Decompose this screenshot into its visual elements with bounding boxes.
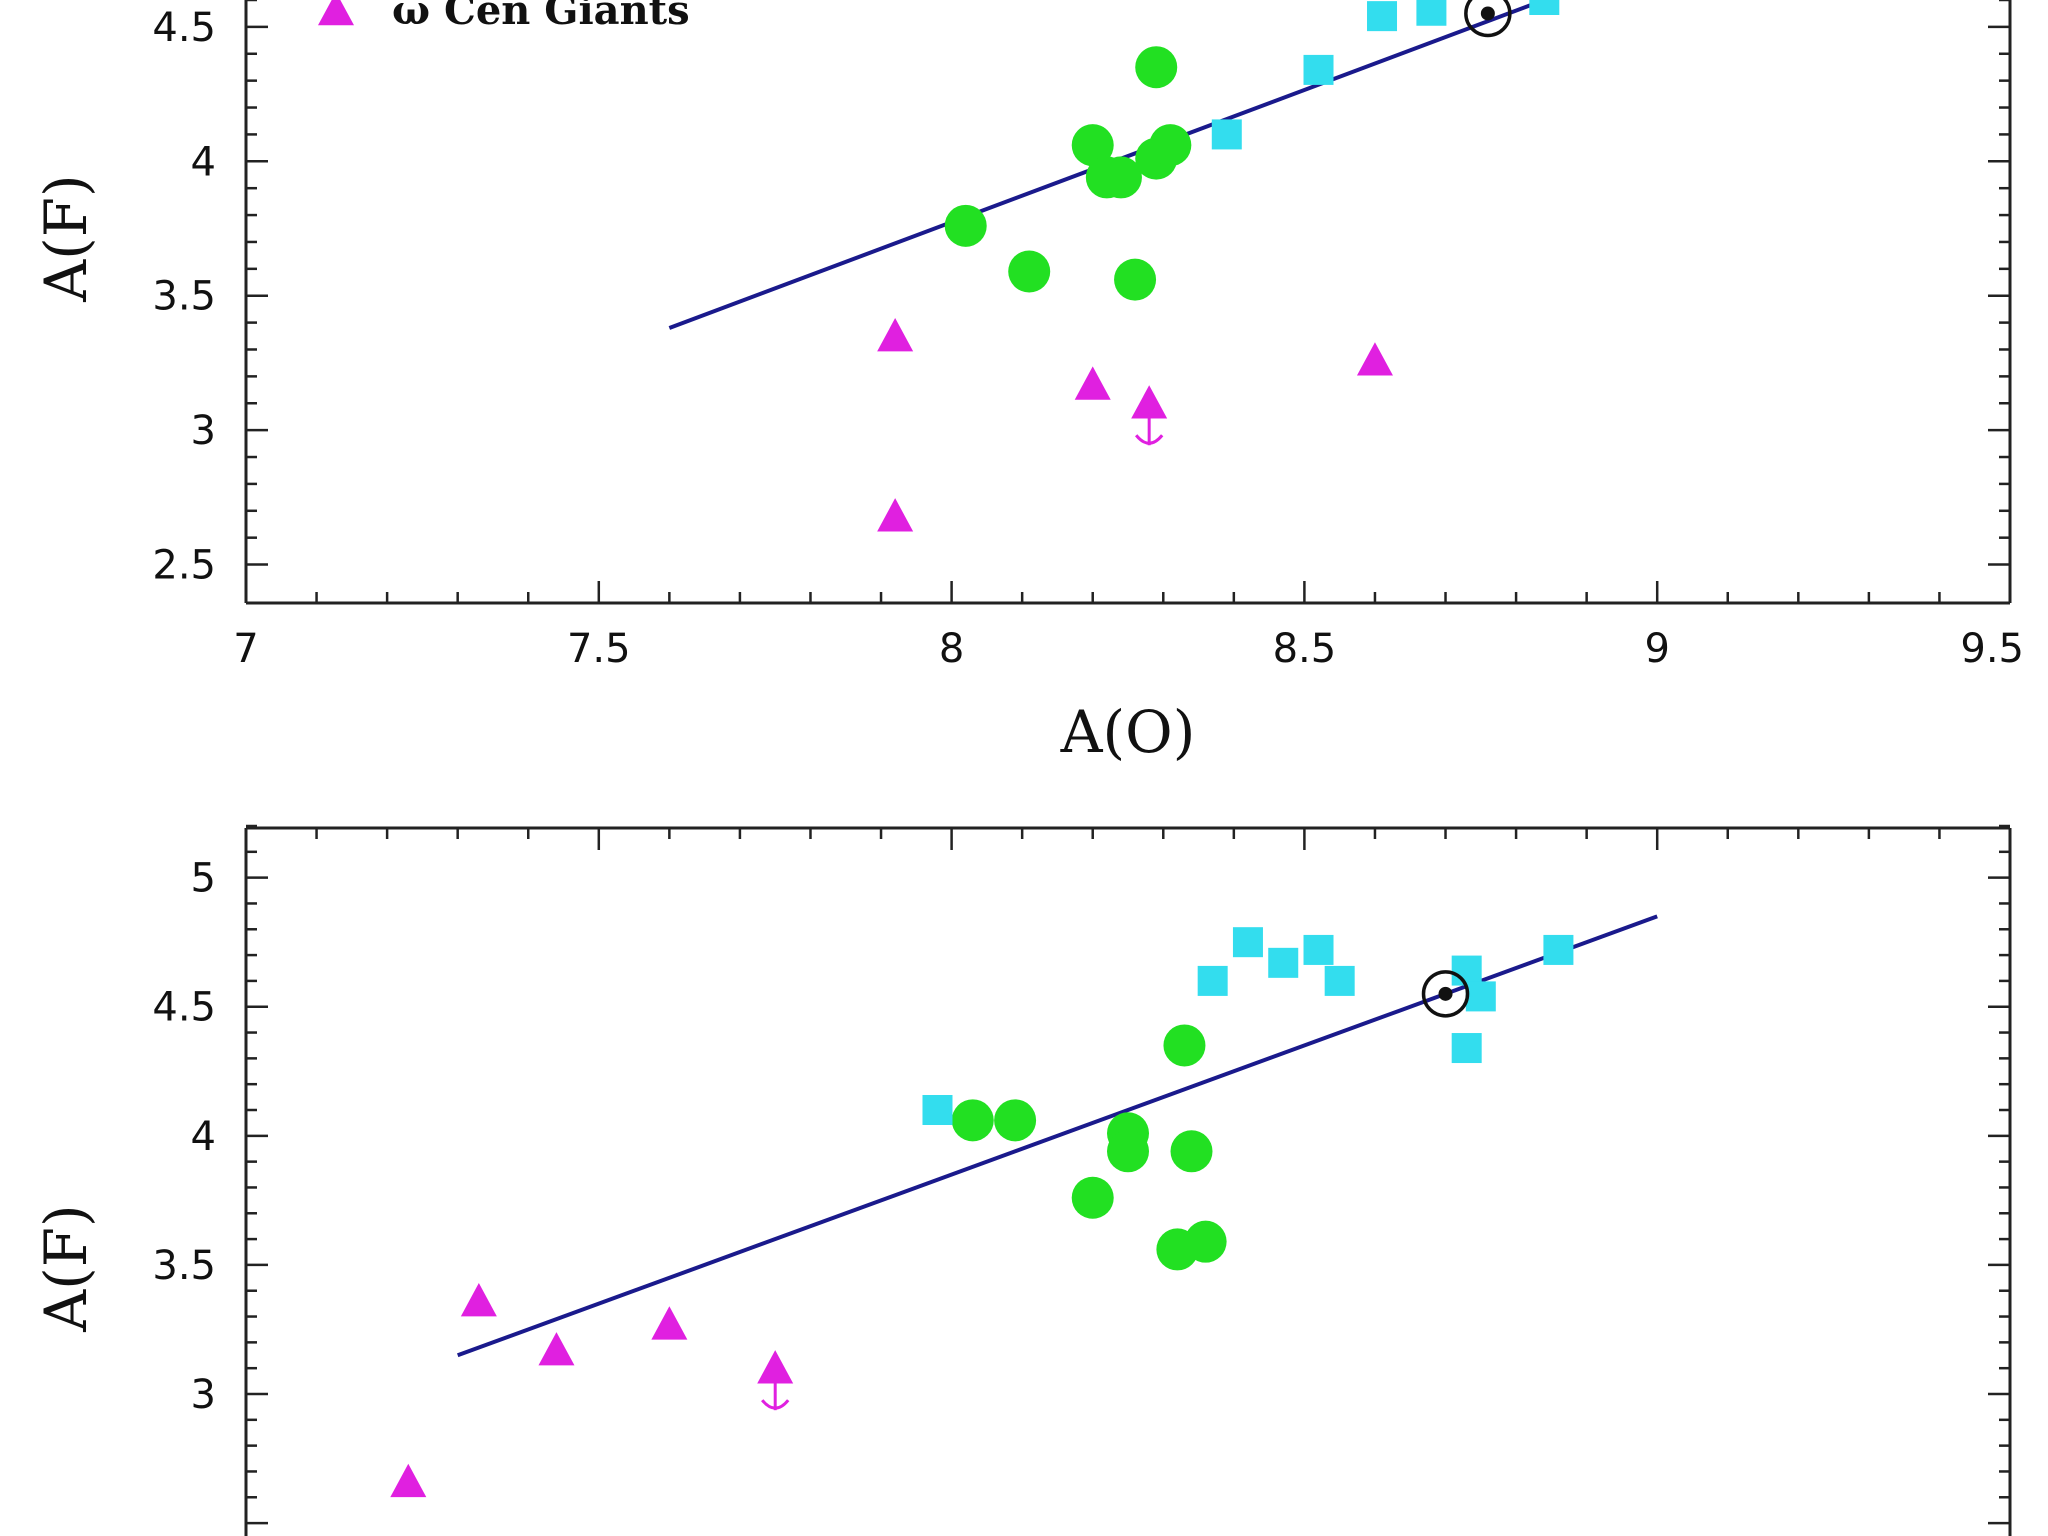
data-point-square (1367, 1, 1398, 32)
data-point-circle (1114, 258, 1157, 301)
series-square (1211, 0, 1560, 150)
y-tick-label: 3 (191, 408, 216, 454)
y-tick-label: 4.5 (152, 5, 216, 51)
data-point-circle (1008, 250, 1051, 293)
upper-limit-arrow (1135, 417, 1164, 446)
x-tick-label: 8.5 (1273, 626, 1337, 672)
y-tick-label: 3.5 (152, 274, 216, 320)
data-point-circle (1184, 1220, 1227, 1263)
axis-ticks (244, 824, 2012, 1525)
data-point-triangle (877, 498, 914, 532)
y-tick-label: 4 (191, 1114, 216, 1160)
y-tick-label: 5 (191, 856, 216, 902)
plot-frame (244, 0, 2012, 605)
y-tick-label: 2.5 (152, 543, 216, 589)
data-point-square (1303, 54, 1334, 85)
series-circle (951, 1024, 1227, 1271)
data-point-triangle (877, 318, 914, 352)
data-point-triangle (1131, 385, 1168, 419)
data-point-circle (1107, 1130, 1149, 1173)
y-axis-title: A(F) (32, 1204, 100, 1332)
axis-ticks (244, 0, 2012, 603)
data-point-triangle (390, 1463, 427, 1498)
top-panel: 2.5 3 3.5 4 4.5 7 7.5 8 8.5 9 9.5 A(O) A(F) ω Cen Gia… (32, 0, 2024, 766)
data-point-square (1268, 947, 1299, 978)
y-tick-label: 3.5 (152, 1243, 216, 1289)
series-circle (944, 46, 1192, 301)
plot-frame (244, 826, 2012, 1536)
data-point-square (1303, 934, 1334, 965)
data-point-circle (1149, 124, 1192, 167)
solar-symbol (1464, 0, 1512, 38)
data-point-triangle (1074, 366, 1111, 400)
legend-marker-triangle (318, 0, 354, 26)
data-point-circle (1163, 1024, 1206, 1067)
data-point-circle (1099, 156, 1142, 199)
y-axis-title: A(F) (32, 174, 100, 302)
series-triangle (877, 318, 1393, 532)
data-point-circle (994, 1099, 1037, 1142)
data-point-triangle (538, 1332, 575, 1366)
data-point-square (1543, 934, 1574, 965)
data-point-triangle (651, 1306, 688, 1340)
fit-line (456, 914, 1658, 1358)
upper-limit-arrow (761, 1382, 790, 1411)
data-point-square (1211, 119, 1242, 150)
data-point-square (1416, 0, 1447, 26)
x-tick-label: 8 (939, 626, 964, 672)
data-point-square (1451, 1033, 1482, 1064)
data-point-circle (944, 204, 987, 247)
y-tick-label: 4.5 (152, 985, 216, 1031)
bottom-panel: 3 3.5 4 4.5 5 A(F) (32, 824, 2012, 1536)
data-point-circle (1071, 1176, 1114, 1219)
data-point-circle (951, 1099, 994, 1142)
x-tick-label: 7 (233, 626, 258, 672)
data-point-circle (1071, 124, 1114, 167)
y-tick-label: 4 (191, 139, 216, 185)
data-point-square (1451, 955, 1482, 986)
series-square (922, 927, 1574, 1125)
series-triangle (390, 1283, 794, 1498)
data-point-triangle (1356, 342, 1393, 376)
data-point-square (922, 1095, 953, 1125)
solar-symbol (1421, 970, 1470, 1018)
data-point-square (1529, 0, 1560, 15)
data-point-square (1324, 965, 1355, 996)
data-point-square (1197, 965, 1228, 996)
data-point-square (1232, 927, 1263, 958)
x-tick-label: 9.5 (1960, 626, 2024, 672)
legend-label: ω Cen Giants (392, 0, 690, 34)
data-point-triangle (460, 1283, 497, 1317)
data-point-triangle (757, 1350, 794, 1384)
y-tick-label: 3 (191, 1372, 216, 1418)
legend: ω Cen Giants (318, 0, 690, 34)
x-axis-title: A(O) (1060, 698, 1196, 766)
x-tick-label: 7.5 (567, 626, 631, 672)
data-point-circle (1135, 46, 1178, 89)
x-tick-label: 9 (1644, 626, 1669, 672)
data-point-circle (1170, 1130, 1213, 1173)
data-point-square (1465, 981, 1496, 1012)
